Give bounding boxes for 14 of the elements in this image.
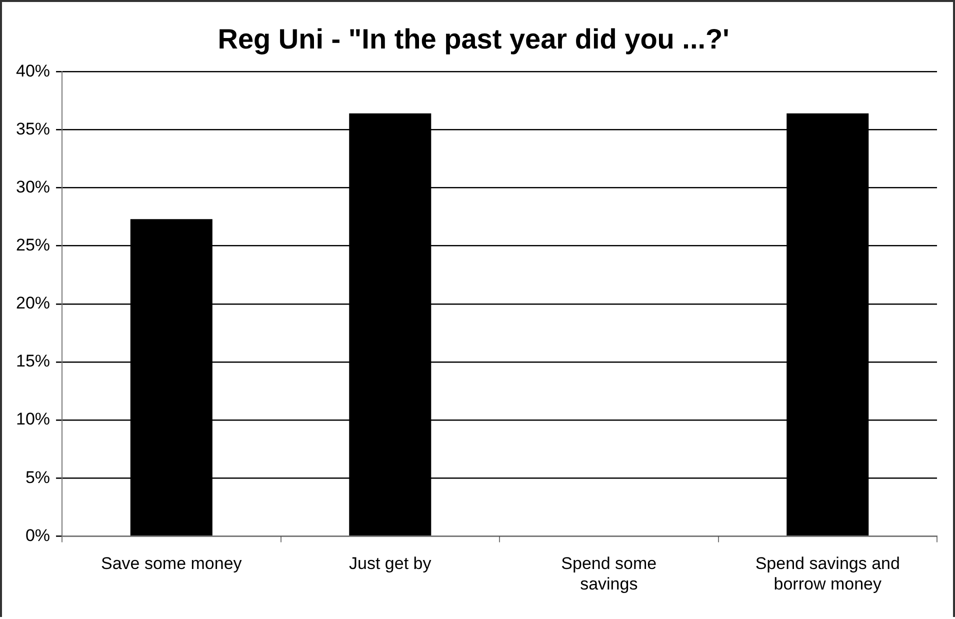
y-tick-label: 30% — [16, 177, 50, 196]
x-tick-label: Save some money — [101, 554, 242, 574]
y-tick-label: 20% — [16, 294, 50, 313]
y-tick-label: 0% — [25, 526, 50, 545]
y-tick-label: 25% — [16, 236, 50, 255]
y-tick-label: 40% — [16, 61, 50, 80]
y-tick-label: 10% — [16, 410, 50, 429]
y-tick-label: 35% — [16, 119, 50, 138]
x-tick-label: Spend savings and borrow money — [755, 554, 900, 594]
chart-title: Reg Uni - "In the past year did you ...?' — [218, 24, 730, 55]
x-tick-label: Spend some savings — [561, 554, 657, 594]
y-tick-label: 5% — [25, 468, 50, 487]
y-tick-label: 15% — [16, 352, 50, 371]
x-tick-label: Just get by — [349, 554, 432, 574]
